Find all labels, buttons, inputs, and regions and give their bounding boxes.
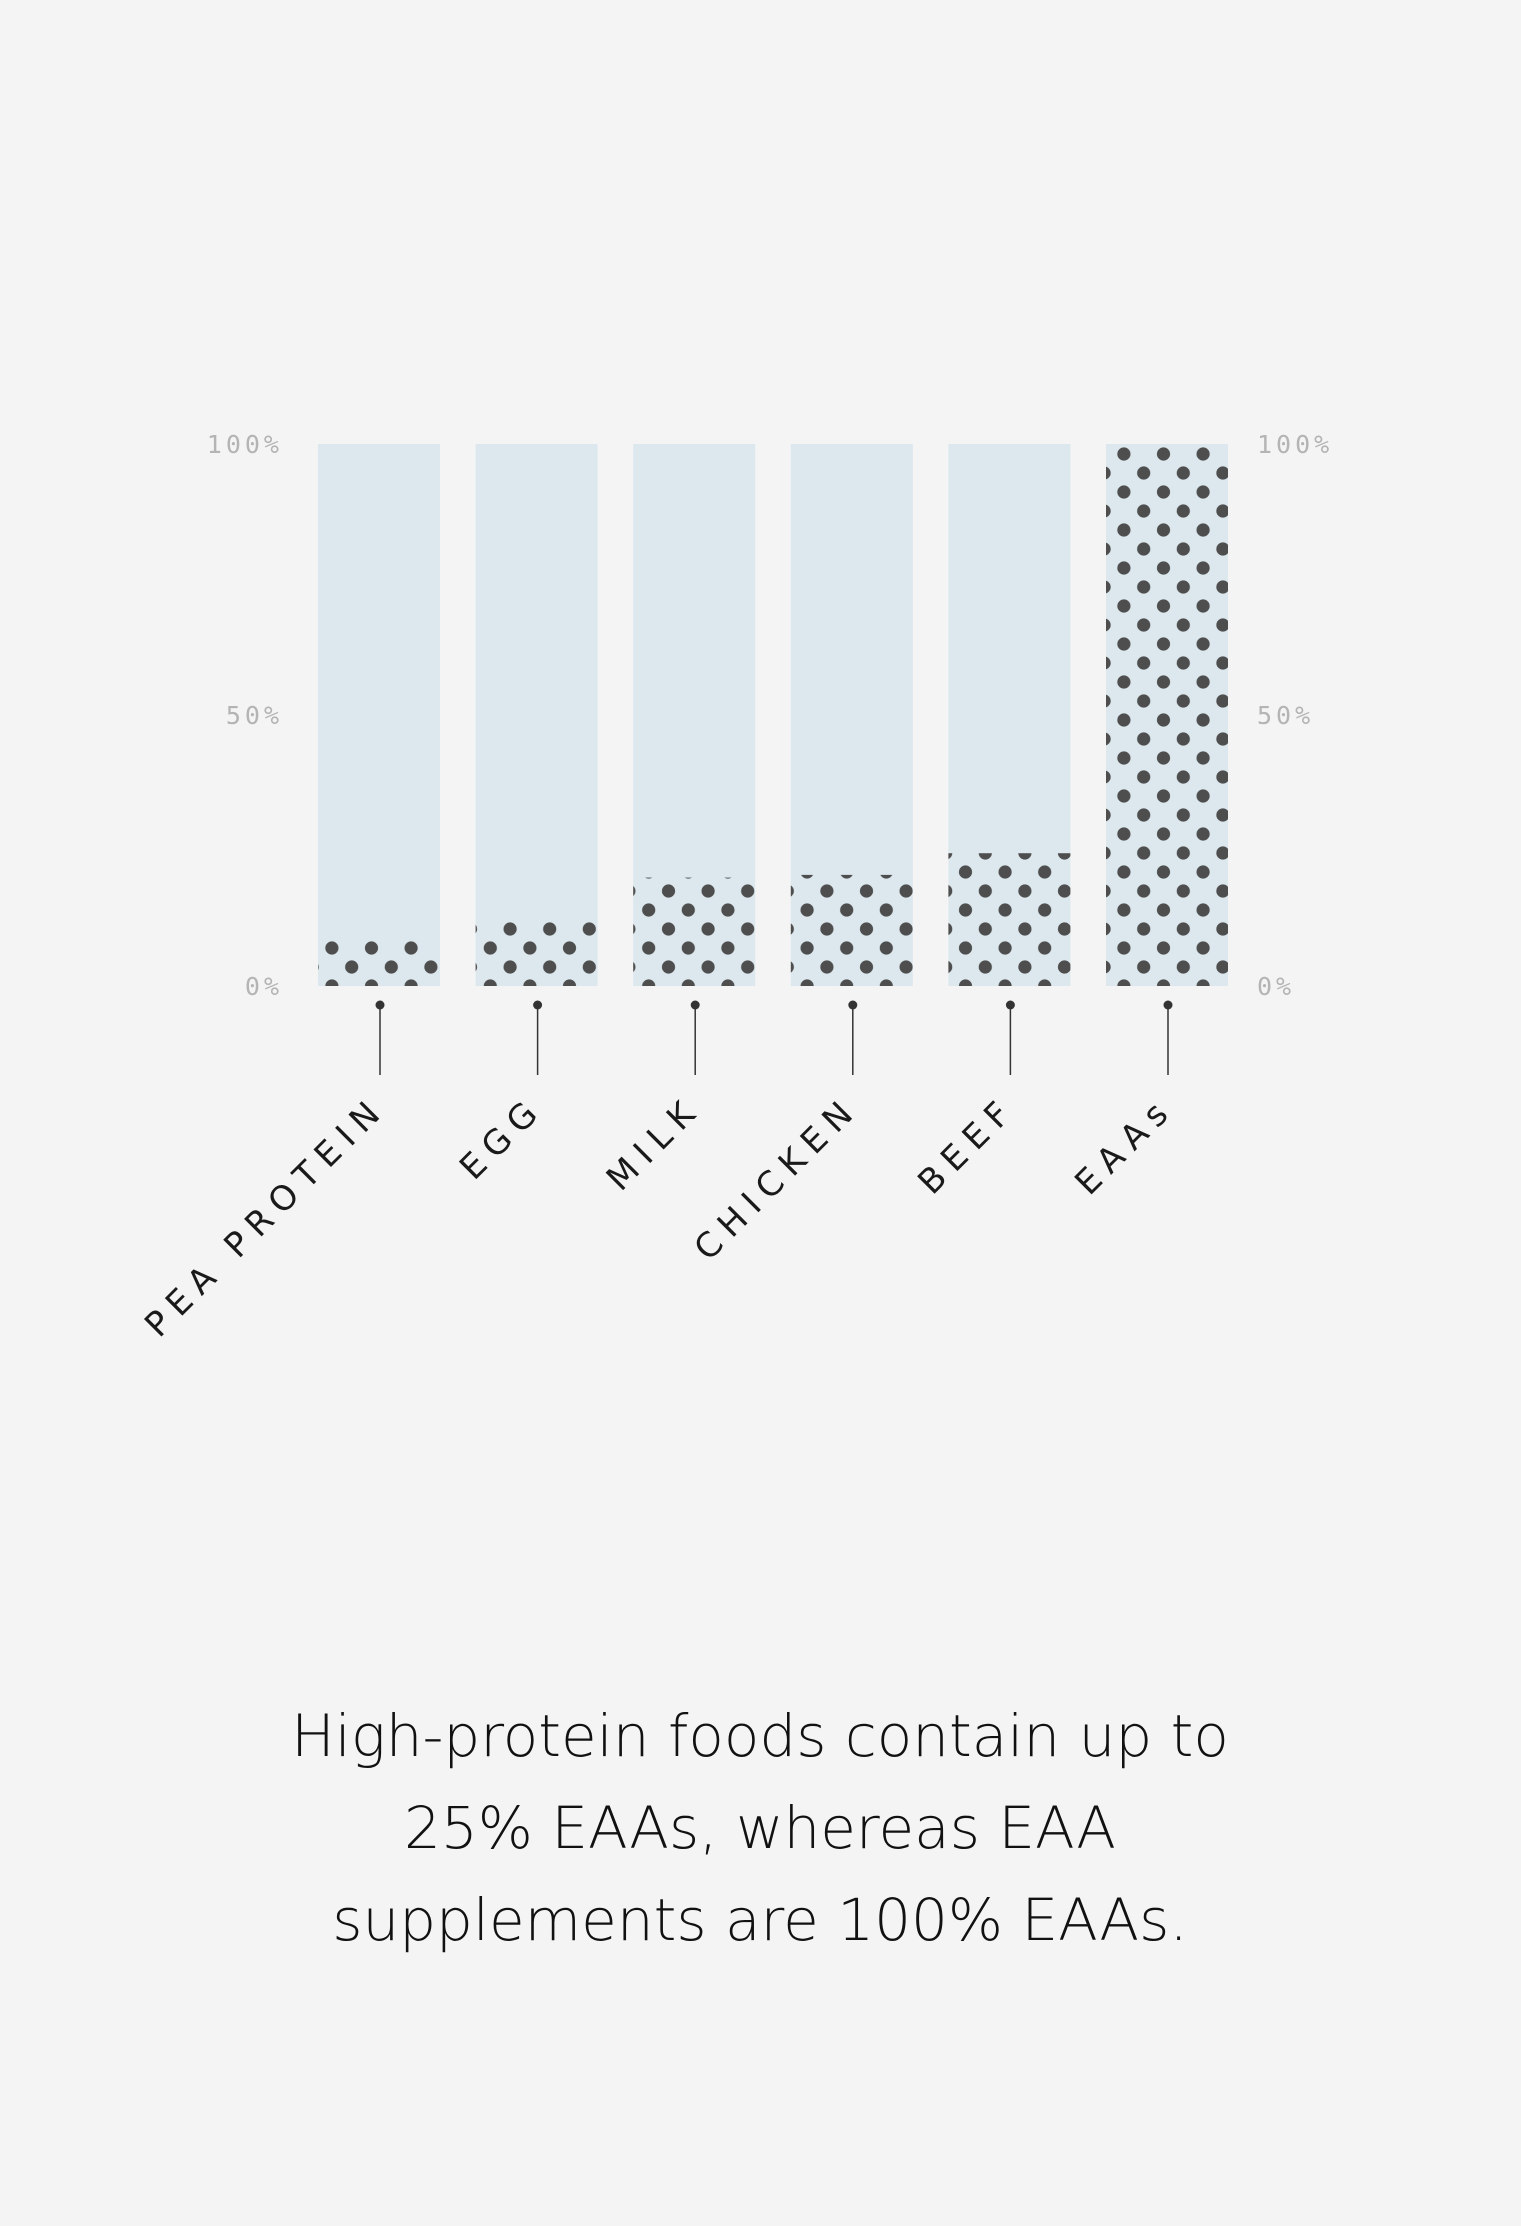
y-axis-left: 0% 50% 100% [207, 430, 283, 1001]
bar-eaas [1106, 444, 1228, 986]
bar-egg [475, 920, 598, 986]
caption-line-3: supplements are 100% EAAs. [332, 1886, 1188, 1954]
category-label-beef: BEEF [910, 1088, 1024, 1202]
y-tick-right-50: 50% [1257, 701, 1314, 730]
eaa-bar-chart: 0% 50% 100% 0% 50% 100% PEA PROTEIN EGG MILKCH… [137, 430, 1333, 1345]
y-tick-right-100: 100% [1257, 430, 1333, 459]
bar-chicken [790, 874, 913, 986]
y-axis-right: 0% 50% 100% [1257, 430, 1333, 1001]
caption-line-2: 25% EAAs, whereas EAA [403, 1794, 1116, 1862]
bar-milk [633, 877, 756, 986]
category-label-pea-protein: PEA PROTEIN [137, 1088, 394, 1345]
bar-pea-protein [318, 937, 440, 986]
y-tick-left-50: 50% [226, 701, 283, 730]
y-tick-left-100: 100% [207, 430, 283, 459]
bar-track-pea-protein [318, 444, 440, 986]
bar-track-egg [475, 444, 598, 986]
category-label-milk: MILK [599, 1088, 710, 1199]
category-label-chicken: CHICKEN [687, 1088, 868, 1269]
category-label-eaas: EAAs [1067, 1088, 1182, 1203]
bars [318, 444, 1228, 986]
caption-line-1: High-protein foods contain up to [291, 1702, 1229, 1770]
y-tick-right-0: 0% [1257, 972, 1295, 1001]
y-tick-left-0: 0% [245, 972, 283, 1001]
category-label-egg: EGG [452, 1088, 552, 1188]
label-connectors [375, 1000, 1173, 1075]
caption: High-protein foods contain up to 25% EAA… [160, 1690, 1360, 1966]
bar-beef [948, 853, 1071, 986]
